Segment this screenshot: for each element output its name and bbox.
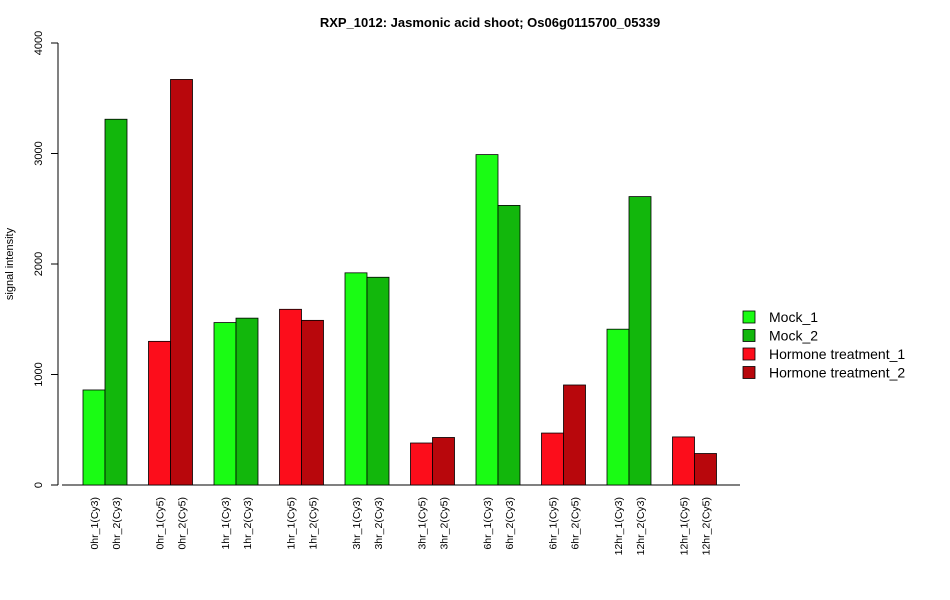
bar (279, 308, 302, 486)
legend-label: Hormone treatment_1 (769, 346, 905, 362)
x-tick-label: 0hr_2(Cy5) (177, 497, 189, 550)
y-tick-label: 4000 (33, 31, 45, 55)
bar (148, 340, 171, 486)
bars (82, 79, 717, 486)
x-tick-label: 3hr_1(Cy5) (417, 497, 429, 550)
legend-label: Mock_1 (769, 309, 818, 325)
x-tick-label: 6hr_1(Cy3) (482, 497, 494, 550)
bar (344, 272, 368, 486)
bar (606, 328, 630, 486)
legend: Mock_1 Mock_2 Hormone treatment_1 Hormone t… (742, 309, 905, 381)
x-tick-label: 0hr_1(Cy5) (155, 497, 167, 550)
x-tick-label: 6hr_1(Cy5) (548, 497, 560, 550)
bar (694, 453, 717, 486)
x-tick-label: 12hr_1(Cy5) (679, 497, 691, 555)
bar (410, 442, 433, 486)
bar (366, 276, 390, 486)
x-tick-label: 3hr_2(Cy5) (439, 497, 451, 550)
bar (541, 432, 564, 486)
legend-swatch (742, 310, 756, 324)
y-tick-label: 1000 (33, 362, 45, 386)
bar (213, 322, 237, 486)
x-tick-label: 12hr_2(Cy3) (635, 497, 647, 555)
bar (301, 319, 324, 486)
chart-title: RXP_1012: Jasmonic acid shoot; Os06g0115… (320, 15, 660, 30)
x-tick-label: 12hr_1(Cy3) (613, 497, 625, 555)
x-tick-label: 6hr_2(Cy5) (570, 497, 582, 550)
bar (563, 384, 586, 486)
legend-label: Mock_2 (769, 328, 818, 344)
x-tick-label: 0hr_1(Cy3) (89, 497, 101, 550)
bar (104, 118, 128, 486)
legend-swatch (742, 347, 756, 361)
x-tick-label: 3hr_2(Cy3) (373, 497, 385, 550)
y-axis-label: signal intensity (4, 227, 16, 300)
x-tick-label: 1hr_2(Cy5) (308, 497, 320, 550)
bar (432, 437, 455, 486)
x-tick-label: 12hr_2(Cy5) (701, 497, 713, 555)
bar (628, 196, 652, 486)
bar (82, 389, 106, 486)
bar (475, 154, 499, 486)
x-tick-label: 1hr_1(Cy5) (286, 497, 298, 550)
bar (170, 79, 193, 486)
y-tick-label: 3000 (33, 141, 45, 165)
x-tick-labels: 0hr_1(Cy3) 0hr_2(Cy3) 0hr_1(Cy5) 0hr_2(Cy5)… (89, 497, 713, 555)
y-tick-label: 2000 (33, 252, 45, 276)
x-tick-label: 3hr_1(Cy3) (351, 497, 363, 550)
y-tick-label: 0 (33, 482, 45, 488)
legend-label: Hormone treatment_2 (769, 365, 905, 381)
x-tick-label: 0hr_2(Cy3) (111, 497, 123, 550)
x-tick-label: 1hr_2(Cy3) (242, 497, 254, 550)
bar (235, 317, 259, 486)
x-tick-label: 1hr_1(Cy3) (220, 497, 232, 550)
legend-swatch (742, 366, 756, 379)
x-tick-label: 6hr_2(Cy3) (504, 497, 516, 550)
y-axis: 0 1000 2000 3000 4000 (33, 31, 59, 488)
legend-swatch (742, 329, 756, 342)
bar (672, 436, 695, 486)
bar (497, 205, 521, 486)
